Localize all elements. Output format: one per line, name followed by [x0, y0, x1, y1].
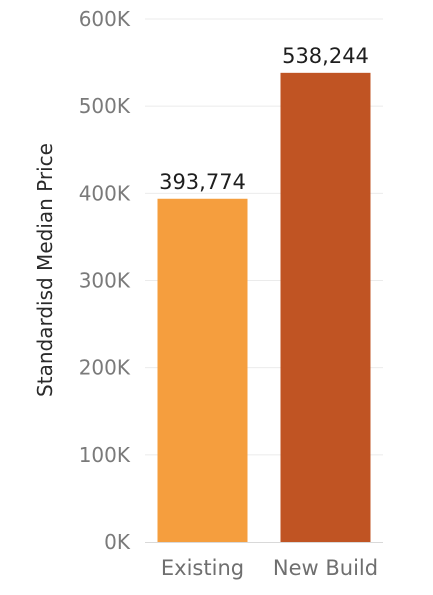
bar-value-label: 538,244 — [282, 44, 369, 68]
y-tick-label: 200K — [79, 356, 131, 380]
bar — [157, 198, 248, 543]
y-tick-label: 0K — [104, 530, 131, 554]
bars: 393,774 538,244 — [157, 44, 371, 543]
y-tick-label: 600K — [79, 7, 131, 31]
x-axis-labels: Existing New Build — [161, 556, 378, 580]
y-tick-label: 100K — [79, 443, 131, 467]
x-category-label: New Build — [273, 556, 378, 580]
y-axis-title: Standardisd Median Price — [33, 143, 57, 397]
y-tick-label: 500K — [79, 94, 131, 118]
y-tick-label: 400K — [79, 181, 131, 205]
y-axis-ticks: 0K 100K 200K 300K 400K 500K 600K — [79, 7, 131, 554]
x-category-label: Existing — [161, 556, 244, 580]
bar — [280, 72, 371, 542]
bar-value-label: 393,774 — [159, 170, 246, 194]
y-tick-label: 300K — [79, 269, 131, 293]
